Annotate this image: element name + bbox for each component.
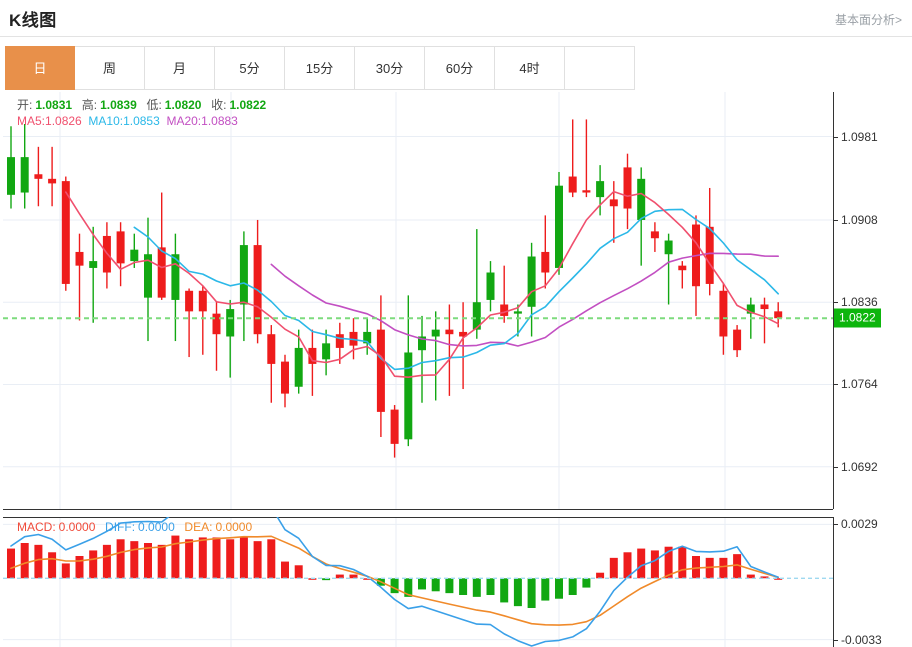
ma5-value: 1.0826 [45,114,82,128]
ma5-label: MA5: [17,114,46,128]
price-axis-tick [833,302,838,304]
page-header: K线图 基本面分析> [0,0,912,37]
price-axis-label: 1.0836 [841,295,878,310]
tab-filler [565,46,635,90]
tab-5min[interactable]: 5分 [215,46,285,90]
close-label: 收: [211,98,227,112]
macd-panel[interactable]: MACD: 0.0000 DIFF: 0.0000 DEA: 0.0000 [3,517,833,647]
page-title: K线图 [9,11,57,30]
price-axis-label: 1.0908 [841,212,878,227]
tab-30min[interactable]: 30分 [355,46,425,90]
ohlc-legend: 开: 1.0831 高: 1.0839 低: 1.0820 收: 1.0822 [17,96,269,113]
ma20-value: 1.0883 [201,114,238,128]
macd-top-border [3,517,833,518]
macd-axis-line [833,517,834,647]
price-axis-label: 1.0981 [841,129,878,144]
tab-week[interactable]: 周 [75,46,145,90]
diff-value: 0.0000 [138,520,175,534]
open-label: 开: [17,98,33,112]
low-value: 1.0820 [164,98,202,112]
price-axis-line [833,92,834,509]
tab-15min[interactable]: 15分 [285,46,355,90]
current-price-tag: 1.0822 [834,308,881,328]
tab-day[interactable]: 日 [5,46,75,90]
price-axis-label: 1.0692 [841,459,878,474]
macd-axis: 0.0029 -0.0033 [833,517,912,647]
price-panel-bottom-border [3,509,833,510]
price-axis-tick [833,384,838,386]
ma10-value: 1.0853 [123,114,160,128]
macd-canvas [3,517,833,647]
ma10-label: MA10: [88,114,124,128]
dea-label: DEA: [184,520,213,534]
price-axis-tick [833,466,838,468]
tab-month[interactable]: 月 [145,46,215,90]
price-axis: 1.0981 1.0908 1.0836 1.0764 1.0692 1.0822 [833,92,912,509]
open-value: 1.0831 [35,98,73,112]
macd-label: MACD: [17,520,56,534]
macd-axis-label: -0.0033 [841,632,882,647]
price-axis-tick [833,219,838,221]
close-value: 1.0822 [229,98,267,112]
high-label: 高: [81,98,98,112]
macd-axis-label: 0.0029 [841,517,878,532]
price-chart-panel[interactable]: 开: 1.0831 高: 1.0839 低: 1.0820 收: 1.0822 MA5:… [3,92,833,509]
low-label: 低: [146,98,162,112]
high-value: 1.0839 [100,98,137,112]
price-axis-label: 1.0764 [841,377,878,392]
fundamental-analysis-link[interactable]: 基本面分析> [834,13,902,27]
dea-value: 0.0000 [215,520,253,534]
macd-axis-tick [833,524,838,526]
ma-legend: MA5:1.0826 MA10:1.0853 MA20:1.0883 [17,114,238,128]
macd-axis-tick [833,639,838,641]
candlestick-canvas [3,92,833,509]
header-divider [0,36,912,37]
tab-60min[interactable]: 60分 [425,46,495,90]
ma20-label: MA20: [166,114,202,128]
macd-legend: MACD: 0.0000 DIFF: 0.0000 DEA: 0.0000 [17,520,255,534]
price-axis-tick [833,136,838,138]
macd-value: 0.0000 [58,520,96,534]
tab-4hour[interactable]: 4时 [495,46,565,90]
timeframe-tabs: 日 周 月 5分 15分 30分 60分 4时 [5,46,635,90]
diff-label: DIFF: [105,520,136,534]
